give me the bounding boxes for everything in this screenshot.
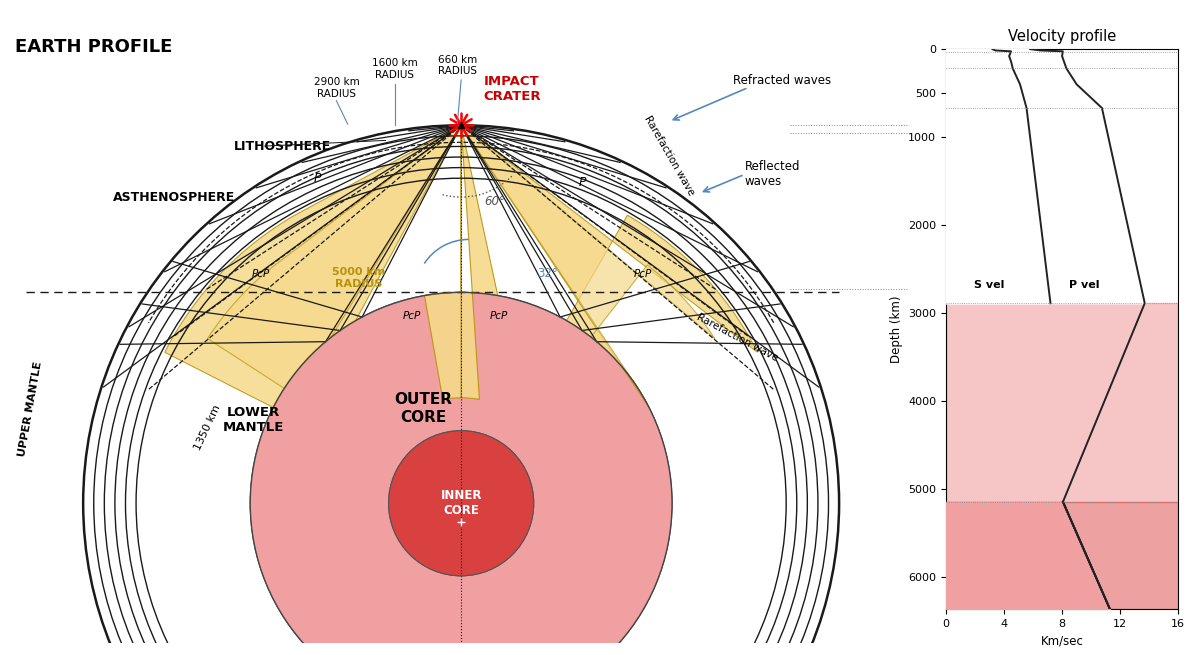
Text: Refracted waves: Refracted waves	[733, 75, 832, 88]
Text: 60°: 60°	[484, 195, 505, 208]
Circle shape	[389, 431, 533, 576]
Circle shape	[250, 292, 672, 655]
Circle shape	[389, 431, 533, 576]
Text: Rarefaction wave: Rarefaction wave	[643, 114, 696, 197]
Text: UPPER MANTLE: UPPER MANTLE	[17, 360, 44, 457]
Text: PcP: PcP	[403, 311, 421, 321]
Text: Rarefaction wave: Rarefaction wave	[695, 312, 779, 364]
Text: P vel: P vel	[1069, 280, 1100, 290]
Polygon shape	[462, 125, 715, 388]
Text: P: P	[578, 176, 585, 189]
Text: ASTHENOSPHERE: ASTHENOSPHERE	[113, 191, 236, 204]
Polygon shape	[462, 125, 497, 400]
Polygon shape	[207, 125, 462, 388]
Circle shape	[250, 292, 672, 655]
Polygon shape	[164, 125, 462, 407]
Text: Reflected
waves: Reflected waves	[745, 160, 800, 189]
Text: 660 km
RADIUS: 660 km RADIUS	[438, 54, 477, 76]
Text: P: P	[314, 172, 321, 185]
Text: 1350 km: 1350 km	[193, 403, 223, 452]
Text: LOWER
MANTLE: LOWER MANTLE	[223, 406, 284, 434]
X-axis label: Km/sec: Km/sec	[1040, 635, 1084, 647]
Text: IMPACT
CRATER: IMPACT CRATER	[484, 75, 541, 103]
Title: Velocity profile: Velocity profile	[1008, 29, 1116, 44]
Text: PcP: PcP	[251, 269, 270, 279]
Text: 5000 km
RADIUS: 5000 km RADIUS	[332, 267, 386, 289]
Text: S vel: S vel	[975, 280, 1004, 290]
Text: 1600 km
RADIUS: 1600 km RADIUS	[372, 58, 418, 80]
Text: 32°: 32°	[537, 267, 557, 280]
Polygon shape	[462, 125, 758, 407]
Text: 2900 km
RADIUS: 2900 km RADIUS	[313, 77, 359, 99]
Text: INNER
CORE: INNER CORE	[440, 489, 482, 517]
Text: PcP: PcP	[490, 311, 508, 321]
Y-axis label: Depth (km): Depth (km)	[890, 295, 903, 363]
Text: LITHOSPHERE: LITHOSPHERE	[234, 140, 332, 153]
Circle shape	[83, 125, 839, 655]
Text: EARTH PROFILE: EARTH PROFILE	[15, 39, 173, 56]
Text: OUTER
CORE: OUTER CORE	[394, 392, 452, 424]
Polygon shape	[425, 125, 462, 400]
Text: PcP: PcP	[633, 269, 652, 279]
